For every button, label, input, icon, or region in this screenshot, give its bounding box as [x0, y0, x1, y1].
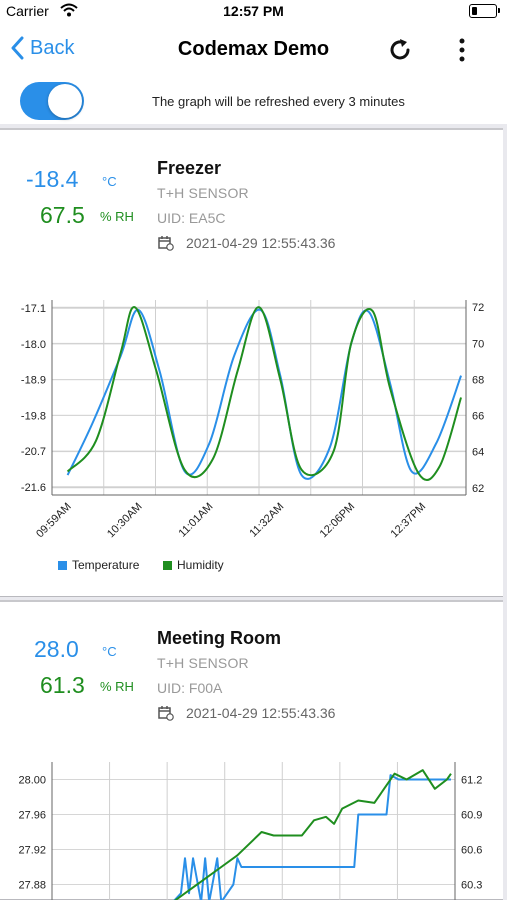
series-line-temperature: [173, 774, 451, 900]
auto-refresh-toggle[interactable]: [20, 82, 84, 120]
temperature-unit: °C: [102, 644, 117, 659]
y-tick-label-left: 27.88: [18, 880, 46, 892]
device-card-meeting-room[interactable]: 28.0 °C 61.3 % RH Meeting Room T+H SENSO…: [0, 600, 503, 900]
battery-icon: [469, 4, 500, 18]
y-tick-label-right: 66: [472, 411, 484, 423]
y-tick-label-left: 28.00: [18, 775, 46, 787]
temperature-value: 28.0: [34, 636, 79, 662]
series-line-temperature: [66, 308, 462, 480]
x-tick-label: 12:06PM: [318, 501, 358, 541]
back-button[interactable]: Back: [10, 36, 74, 60]
humidity-unit: % RH: [100, 679, 134, 694]
y-tick-label-right: 60.9: [461, 810, 482, 822]
humidity-unit: % RH: [100, 209, 134, 224]
device-type: T+H SENSOR: [157, 185, 249, 201]
y-tick-label-right: 60.3: [461, 880, 482, 892]
refresh-icon[interactable]: [386, 36, 414, 64]
device-type: T+H SENSOR: [157, 655, 249, 671]
clock: 12:57 PM: [223, 3, 284, 19]
device-uid: UID: EA5C: [157, 210, 226, 226]
x-tick-label: 10:30AM: [105, 501, 145, 541]
x-tick-label: 11:32AM: [247, 501, 286, 540]
humidity-value: 67.5: [40, 202, 85, 228]
series-line-humidity: [173, 769, 452, 900]
y-tick-label-left: 27.96: [18, 810, 46, 822]
y-tick-label-left: -18.9: [21, 375, 46, 387]
last-update-time: 2021-04-29 12:55:43.36: [186, 705, 336, 721]
calendar-clock-icon: [158, 236, 174, 251]
device-card-freezer[interactable]: -18.4 °C 67.5 % RH Freezer T+H SENSOR UI…: [0, 128, 503, 597]
calendar-clock-icon: [158, 706, 174, 721]
humidity-value: 61.3: [40, 672, 85, 698]
status-bar: Carrier 12:57 PM: [0, 0, 507, 24]
y-tick-label-left: -19.8: [21, 410, 46, 422]
back-label: Back: [30, 36, 75, 59]
navigation-bar: Back Codemax Demo: [0, 24, 507, 76]
legend-label-temperature: Temperature: [72, 558, 140, 572]
temperature-value: -18.4: [26, 166, 79, 192]
x-tick-label: 12:37PM: [389, 501, 429, 541]
wifi-icon: [60, 3, 78, 17]
y-tick-label-right: 61.2: [461, 775, 482, 787]
chevron-left-icon: [11, 36, 24, 60]
last-update-time: 2021-04-29 12:55:43.36: [186, 235, 336, 251]
y-tick-label-left: -18.0: [21, 339, 46, 351]
y-tick-label-right: 72: [472, 302, 484, 314]
series-line-humidity: [66, 306, 462, 482]
y-tick-label-left: 27.92: [18, 845, 46, 857]
y-tick-label-right: 62: [472, 483, 484, 495]
refresh-toggle-row: The graph will be refreshed every 3 minu…: [0, 80, 507, 122]
carrier-label: Carrier: [6, 3, 49, 19]
page-title: Codemax Demo: [177, 38, 330, 60]
legend-swatch-temperature: [58, 561, 67, 570]
x-tick-label: 11:01AM: [176, 501, 215, 540]
temperature-unit: °C: [102, 174, 117, 189]
y-tick-label-left: -17.1: [21, 303, 46, 315]
y-tick-label-left: -20.7: [21, 446, 46, 458]
refresh-note: The graph will be refreshed every 3 minu…: [152, 94, 405, 109]
y-tick-label-right: 68: [472, 374, 484, 386]
meeting-room-chart: 28.00 27.96 27.92 27.88 61.2 60.9 60.6 60.3: [18, 762, 482, 900]
device-uid: UID: F00A: [157, 680, 223, 696]
y-tick-label-right: 64: [472, 447, 484, 459]
legend-swatch-humidity: [163, 561, 172, 570]
x-tick-label: 09:59AM: [34, 501, 74, 541]
y-tick-label-right: 70: [472, 338, 484, 350]
device-name: Meeting Room: [157, 628, 281, 648]
device-name: Freezer: [157, 158, 222, 178]
freezer-chart: -17.1 -18.0 -18.9 -19.8 -20.7 -21.6 72 70 68 66 64…: [21, 300, 484, 572]
legend-label-humidity: Humidity: [177, 558, 224, 572]
y-tick-label-right: 60.6: [461, 845, 482, 857]
more-vertical-icon[interactable]: [457, 37, 467, 63]
y-tick-label-left: -21.6: [21, 482, 46, 494]
